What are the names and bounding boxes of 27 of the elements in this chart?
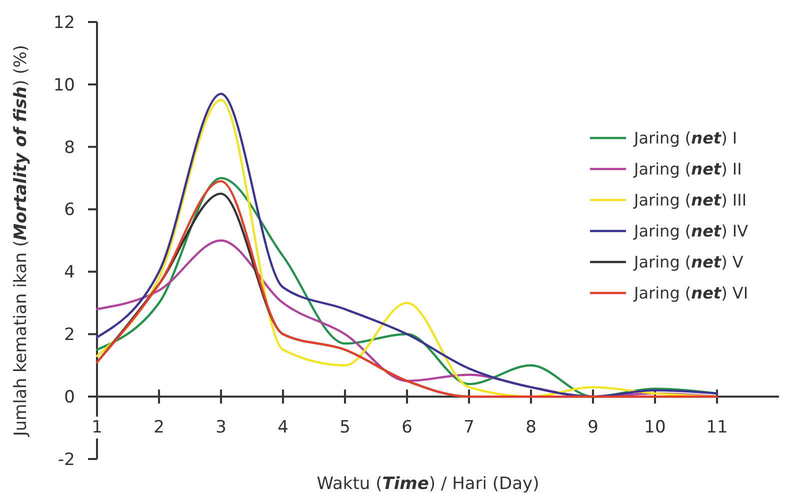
x-tick-label: 9: [588, 418, 598, 438]
x-tick-label: 2: [154, 418, 164, 438]
x-tick-label: 7: [464, 418, 474, 438]
x-tick-label: 8: [526, 418, 536, 438]
y-tick-label: 4: [64, 262, 75, 283]
x-tick-label: 11: [706, 418, 728, 438]
y-tick-label: 10: [53, 75, 75, 96]
y-tick-label: 2: [64, 325, 75, 346]
x-tick-label: 1: [92, 418, 102, 438]
x-axis-title: Waktu (Time) / Hari (Day): [316, 474, 540, 493]
x-tick-label: 10: [644, 418, 666, 438]
legend-label: Jaring (net) VI: [633, 284, 748, 303]
y-tick-label: -2: [58, 450, 75, 470]
x-tick-label: 3: [216, 418, 226, 438]
y-tick-label: 0: [64, 388, 75, 408]
legend-label: Jaring (net) I: [633, 128, 738, 148]
legend-label: Jaring (net) V: [633, 252, 744, 272]
y-tick-label: 8: [64, 138, 75, 158]
y-tick-label: 12: [53, 12, 75, 33]
legend-label: Jaring (net) IV: [633, 222, 748, 241]
x-tick-label: 5: [340, 418, 350, 438]
legend-label: Jaring (net) II: [633, 160, 742, 179]
y-axis-title: Jumlah kematian ikan (Mortality of fish) (%): [11, 44, 31, 438]
x-tick-label: 6: [402, 418, 412, 438]
x-tick-label: 4: [278, 418, 288, 438]
y-tick-label: 6: [64, 200, 75, 220]
legend-label: Jaring (net) III: [633, 190, 747, 210]
